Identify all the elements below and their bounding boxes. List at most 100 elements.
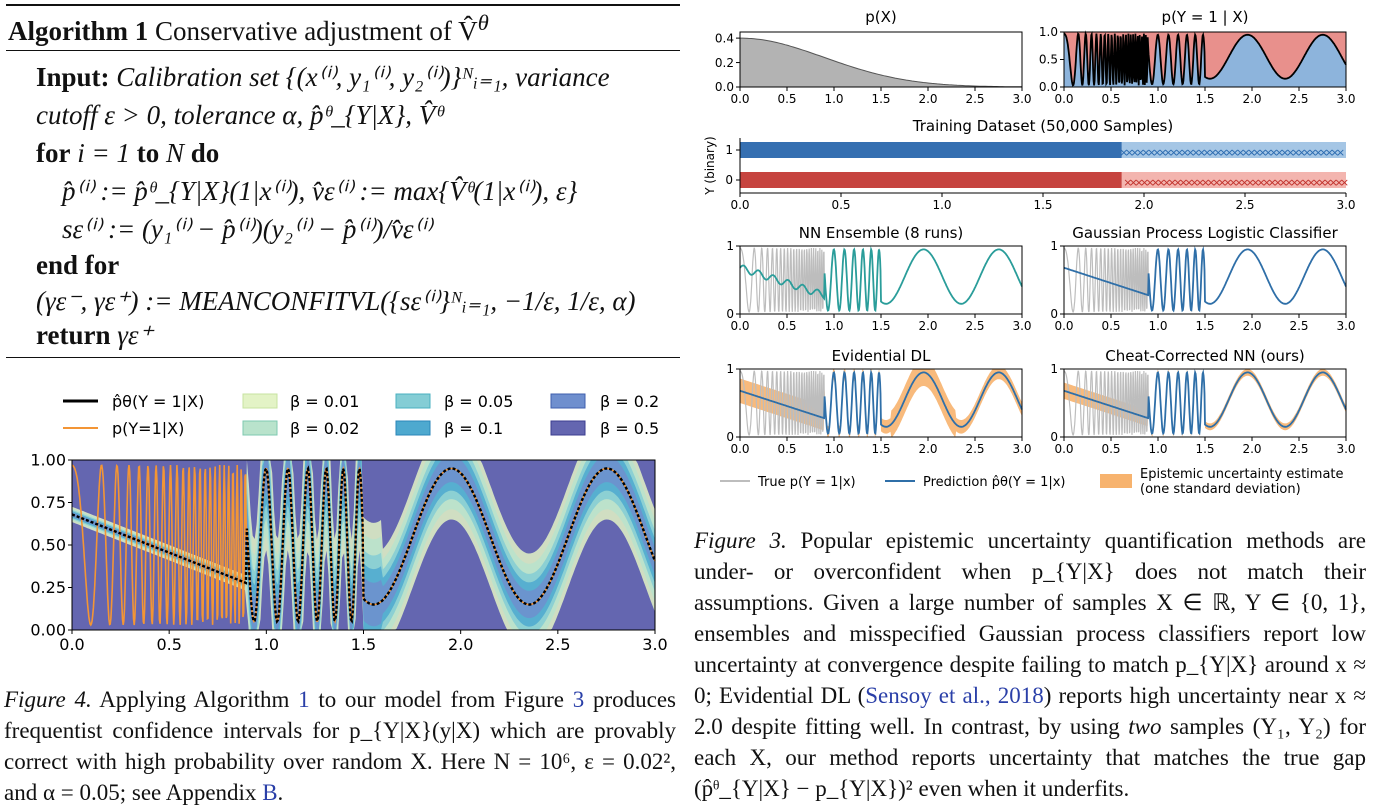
train-marker-red: × xyxy=(1145,176,1154,189)
ens-xtick-label: 3.0 xyxy=(1012,319,1031,333)
train-marker-red: × xyxy=(1262,176,1271,189)
f4-xtick-label: 2.5 xyxy=(545,635,570,654)
edl-ytick-label: 0 xyxy=(726,430,734,444)
train-xtick-label: 0.5 xyxy=(831,198,850,212)
train-marker-red: × xyxy=(1162,176,1171,189)
train-marker-blue: × xyxy=(1303,146,1312,159)
f4-xtick-label: 0.5 xyxy=(156,635,181,654)
train-marker-blue: × xyxy=(1269,146,1278,159)
train-marker-blue: × xyxy=(1175,146,1184,159)
kw-input: Input: xyxy=(36,62,110,92)
train-marker-red: × xyxy=(1184,176,1193,189)
citation-link[interactable]: Sensoy et al., 2018 xyxy=(865,683,1044,708)
train-marker-blue: × xyxy=(1264,146,1273,159)
train-marker-red: × xyxy=(1151,176,1160,189)
train-marker-blue: × xyxy=(1136,146,1145,159)
f4-ytick-label: 0.75 xyxy=(30,493,66,512)
caption-text: . xyxy=(277,780,284,805)
legend-label-pred: Prediction p̂θ(Y = 1|x) xyxy=(923,475,1066,490)
train-marker-red: × xyxy=(1157,176,1166,189)
legend-label-phat: p̂θ(Y = 1|X) xyxy=(112,392,204,411)
px-area xyxy=(739,37,1023,88)
ens-xtick-label: 0.5 xyxy=(777,319,796,333)
figure3-plot: 0.0 0.5 1.0 1.5 2.0 2.5 3.0 0.0 0.2 0.4 p(X) 0.0 0.5… xyxy=(703,8,1356,497)
train-marker-red: × xyxy=(1190,176,1199,189)
ccnn-title: Cheat-Corrected NN (ours) xyxy=(1105,347,1305,365)
train-marker-blue: × xyxy=(1219,146,1228,159)
train-marker-red: × xyxy=(1290,176,1299,189)
train-marker-blue: × xyxy=(1275,146,1284,159)
edl-xtick-label: 0.5 xyxy=(777,442,796,456)
ref-algorithm-link[interactable]: 1 xyxy=(298,687,310,712)
train-marker-blue: × xyxy=(1291,146,1300,159)
figure4-caption: Figure 4. Applying Algorithm 1 to our mo… xyxy=(4,684,676,808)
kw-to: to xyxy=(136,138,160,168)
f4-xtick-label: 2.0 xyxy=(448,635,473,654)
f4-xtick-label: 1.5 xyxy=(351,635,376,654)
train-marker-blue: × xyxy=(1147,146,1156,159)
train-marker-blue: × xyxy=(1197,146,1206,159)
legend-swatch-beta-002 xyxy=(242,420,278,436)
train-xtick-label: 0.0 xyxy=(730,198,749,212)
ccnn-xtick-label: 0.5 xyxy=(1101,442,1120,456)
train-xtick-label: 2.5 xyxy=(1235,198,1254,212)
gp-xtick-label: 1.0 xyxy=(1148,319,1167,333)
f4-ytick-label: 0.00 xyxy=(30,621,66,640)
fit-curve xyxy=(71,465,657,625)
ccnn-xtick-label: 1.5 xyxy=(1195,442,1214,456)
pyx-xtick-label: 0.5 xyxy=(1101,92,1120,106)
px-xtick-label: 0.5 xyxy=(777,92,796,106)
train-marker-red: × xyxy=(1312,176,1321,189)
edl-xtick-label: 3.0 xyxy=(1012,442,1031,456)
train-marker-red: × xyxy=(1123,176,1132,189)
pyx-title: p(Y = 1 | X) xyxy=(1162,8,1249,26)
ens-pred-curve xyxy=(739,246,1023,313)
ens-ytick-label: 0 xyxy=(726,307,734,321)
train-marker-red: × xyxy=(1240,176,1249,189)
algo-line-s: sε⁽ⁱ⁾ := (y₁⁽ⁱ⁾ − p̂⁽ⁱ⁾)(y₂⁽ⁱ⁾ − p̂⁽ⁱ⁾)/… xyxy=(62,214,432,244)
mid-rule xyxy=(6,50,680,51)
train-marker-blue: × xyxy=(1125,146,1134,159)
ens-xtick-label: 0.0 xyxy=(730,319,749,333)
train-marker-blue: × xyxy=(1158,146,1167,159)
px-xtick-label: 0.0 xyxy=(730,92,749,106)
edl-xtick-label: 0.0 xyxy=(730,442,749,456)
train-marker-blue: × xyxy=(1330,146,1339,159)
px-ytick-label: 0.4 xyxy=(715,31,734,45)
train-marker-red: × xyxy=(1295,176,1304,189)
line-text: Calibration set {(x⁽ⁱ⁾, y₁⁽ⁱ⁾, y₂⁽ⁱ⁾)}ᴺᵢ… xyxy=(109,62,610,92)
algo-line-cutoff: cutoff ε > 0, tolerance α, p̂ᶿ_{Y|X}, V̂… xyxy=(36,100,443,130)
algorithm-title-sup: θ xyxy=(477,10,489,35)
train-marker-red: × xyxy=(1268,176,1277,189)
ccnn-xtick-label: 3.0 xyxy=(1336,442,1355,456)
gp-ytick-label: 0 xyxy=(1050,307,1058,321)
train-marker-blue: × xyxy=(1164,146,1173,159)
gp-xtick-label: 3.0 xyxy=(1336,319,1355,333)
kw-for: for xyxy=(36,138,71,168)
px-ytick-label: 0.0 xyxy=(715,80,734,94)
train-marker-red: × xyxy=(1307,176,1316,189)
legend-label-beta-01: β = 0.1 xyxy=(444,419,503,438)
train-marker-red: × xyxy=(1334,176,1343,189)
ref-figure-link[interactable]: 3 xyxy=(572,687,585,712)
caption-text: Popular epistemic uncertainty quantifica… xyxy=(694,528,1366,708)
ref-appendix-link[interactable]: B xyxy=(262,780,278,805)
edl-ytick-label: 1 xyxy=(726,362,734,376)
algorithm-title: Algorithm 1 Conservative adjustment of V… xyxy=(8,10,489,47)
px-xtick-label: 1.5 xyxy=(871,92,890,106)
train-marker-red: × xyxy=(1195,176,1204,189)
ens-xtick-label: 1.0 xyxy=(824,319,843,333)
line-text: γε⁺ xyxy=(110,320,153,350)
train-marker-blue: × xyxy=(1258,146,1267,159)
px-xtick-label: 2.5 xyxy=(965,92,984,106)
gp-xtick-label: 0.0 xyxy=(1054,319,1073,333)
edl-xtick-label: 2.0 xyxy=(918,442,937,456)
train-marker-blue: × xyxy=(1253,146,1262,159)
pyx-ytick-label: 0.0 xyxy=(1039,80,1058,94)
gp-title: Gaussian Process Logistic Classifier xyxy=(1072,224,1338,242)
train-marker-blue: × xyxy=(1180,146,1189,159)
train-marker-red: × xyxy=(1173,176,1182,189)
train-marker-red: × xyxy=(1218,176,1227,189)
ccnn-xtick-label: 2.5 xyxy=(1289,442,1308,456)
train-marker-blue: × xyxy=(1208,146,1217,159)
